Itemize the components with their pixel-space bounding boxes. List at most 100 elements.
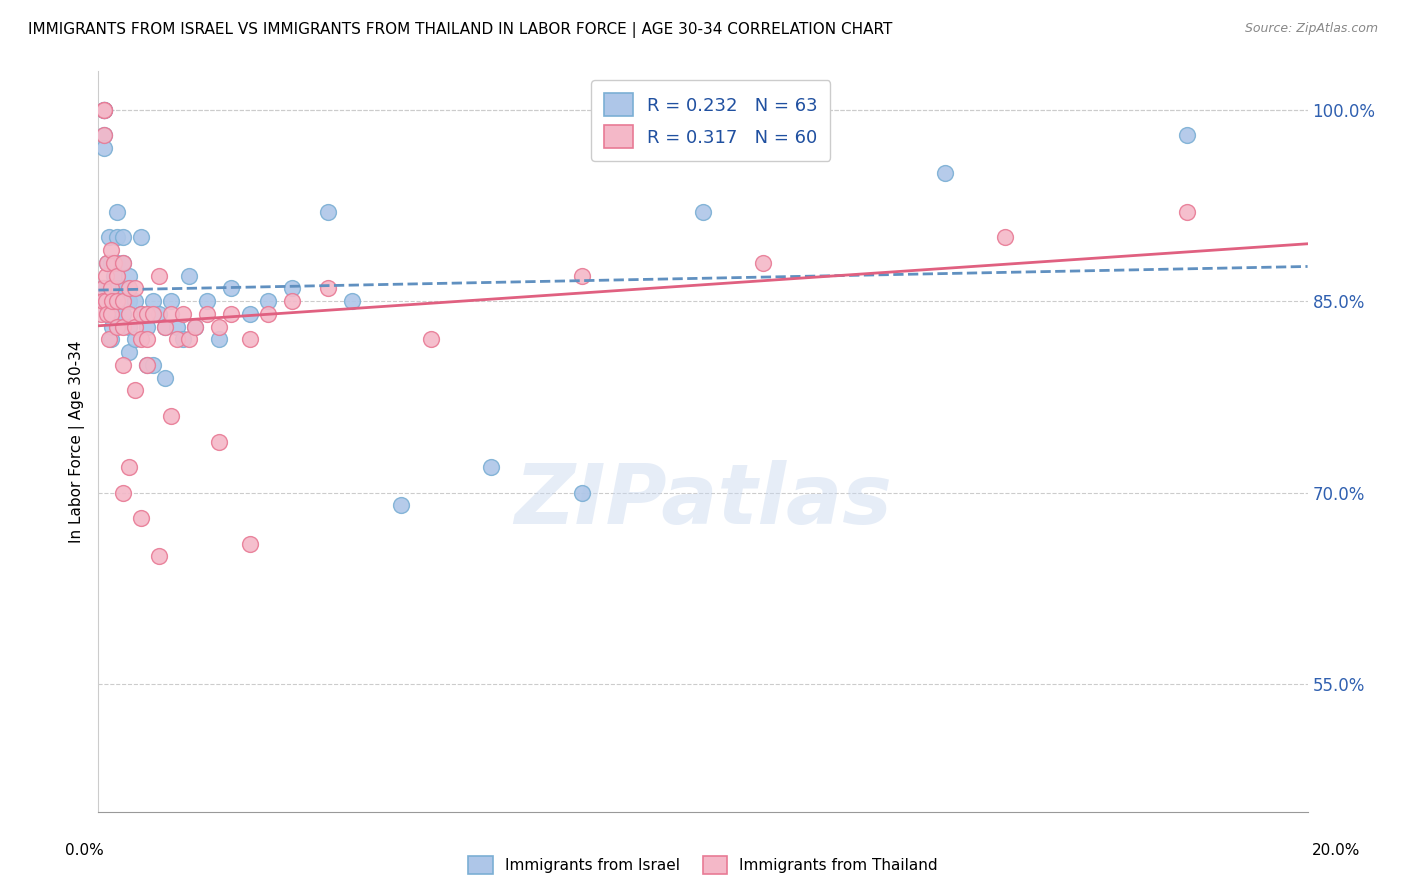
Point bbox=[103, 268, 125, 283]
Point bbox=[184, 319, 207, 334]
Point bbox=[221, 307, 243, 321]
Point bbox=[160, 307, 183, 321]
Y-axis label: In Labor Force | Age 30-34: In Labor Force | Age 30-34 bbox=[69, 340, 84, 543]
Point bbox=[94, 268, 117, 283]
Point bbox=[105, 256, 128, 270]
Text: 0.0%: 0.0% bbox=[65, 843, 104, 858]
Point bbox=[111, 230, 134, 244]
Point bbox=[166, 319, 188, 334]
Point bbox=[91, 281, 114, 295]
Point bbox=[100, 243, 122, 257]
Point bbox=[256, 294, 278, 309]
Point bbox=[239, 333, 262, 347]
Point bbox=[96, 256, 118, 270]
Point bbox=[105, 294, 128, 309]
Point bbox=[124, 319, 146, 334]
Point bbox=[142, 358, 165, 372]
Point bbox=[172, 333, 194, 347]
Point bbox=[135, 358, 157, 372]
Point bbox=[281, 294, 304, 309]
Point bbox=[93, 128, 115, 143]
Point bbox=[179, 268, 201, 283]
Point bbox=[129, 511, 152, 525]
Point bbox=[111, 485, 134, 500]
Point bbox=[571, 268, 593, 283]
Point bbox=[342, 294, 364, 309]
Point bbox=[166, 333, 188, 347]
Point bbox=[96, 294, 118, 309]
Point bbox=[100, 307, 122, 321]
Point bbox=[111, 319, 134, 334]
Point bbox=[105, 319, 128, 334]
Point bbox=[153, 370, 176, 384]
Point bbox=[98, 230, 121, 244]
Point bbox=[118, 460, 141, 475]
Point bbox=[256, 307, 278, 321]
Point bbox=[135, 333, 157, 347]
Point bbox=[105, 307, 128, 321]
Point bbox=[135, 307, 157, 321]
Text: IMMIGRANTS FROM ISRAEL VS IMMIGRANTS FROM THAILAND IN LABOR FORCE | AGE 30-34 CO: IMMIGRANTS FROM ISRAEL VS IMMIGRANTS FRO… bbox=[28, 22, 893, 38]
Point bbox=[98, 333, 121, 347]
Point bbox=[100, 256, 122, 270]
Point bbox=[129, 307, 152, 321]
Point bbox=[105, 230, 128, 244]
Point bbox=[111, 307, 134, 321]
Point bbox=[94, 281, 117, 295]
Point bbox=[208, 333, 231, 347]
Point bbox=[135, 358, 157, 372]
Point bbox=[172, 307, 194, 321]
Point bbox=[100, 307, 122, 321]
Point bbox=[148, 307, 170, 321]
Point bbox=[105, 281, 128, 295]
Point bbox=[195, 294, 218, 309]
Point bbox=[124, 281, 146, 295]
Point bbox=[135, 319, 157, 334]
Point bbox=[105, 204, 128, 219]
Point bbox=[100, 281, 122, 295]
Point bbox=[148, 549, 170, 564]
Point bbox=[692, 204, 714, 219]
Point bbox=[316, 204, 339, 219]
Point bbox=[118, 294, 141, 309]
Point bbox=[239, 536, 262, 550]
Point bbox=[118, 268, 141, 283]
Point bbox=[100, 319, 122, 334]
Point bbox=[160, 294, 183, 309]
Point bbox=[129, 333, 152, 347]
Text: 20.0%: 20.0% bbox=[1312, 843, 1360, 858]
Point bbox=[96, 307, 118, 321]
Point bbox=[142, 307, 165, 321]
Point bbox=[994, 230, 1017, 244]
Point bbox=[93, 103, 115, 117]
Point bbox=[1175, 128, 1198, 143]
Point bbox=[118, 319, 141, 334]
Point bbox=[571, 485, 593, 500]
Point bbox=[91, 294, 114, 309]
Point bbox=[148, 268, 170, 283]
Text: Source: ZipAtlas.com: Source: ZipAtlas.com bbox=[1244, 22, 1378, 36]
Point bbox=[103, 256, 125, 270]
Point bbox=[93, 103, 115, 117]
Point bbox=[111, 256, 134, 270]
Point bbox=[124, 333, 146, 347]
Legend: R = 0.232   N = 63, R = 0.317   N = 60: R = 0.232 N = 63, R = 0.317 N = 60 bbox=[591, 80, 831, 161]
Point bbox=[111, 358, 134, 372]
Point bbox=[208, 434, 231, 449]
Point bbox=[91, 294, 114, 309]
Point bbox=[153, 319, 176, 334]
Point bbox=[281, 281, 304, 295]
Point bbox=[118, 307, 141, 321]
Point bbox=[129, 230, 152, 244]
Point bbox=[118, 345, 141, 359]
Legend: Immigrants from Israel, Immigrants from Thailand: Immigrants from Israel, Immigrants from … bbox=[463, 850, 943, 880]
Point bbox=[96, 307, 118, 321]
Point bbox=[934, 166, 956, 180]
Point bbox=[111, 256, 134, 270]
Point bbox=[195, 307, 218, 321]
Point bbox=[93, 103, 115, 117]
Point bbox=[90, 307, 112, 321]
Point bbox=[160, 409, 183, 423]
Point bbox=[129, 307, 152, 321]
Point bbox=[111, 281, 134, 295]
